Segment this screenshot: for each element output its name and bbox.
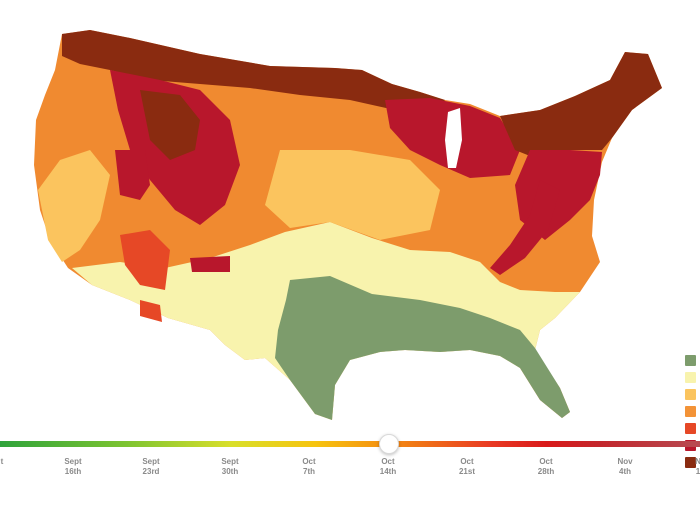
light-orange-west <box>38 150 110 262</box>
timeline-tick-label: N 1 <box>695 457 700 476</box>
legend-swatch <box>685 355 696 366</box>
legend-swatch <box>685 406 696 417</box>
legend-swatch <box>685 423 696 434</box>
legend-swatch <box>685 457 696 468</box>
timeline-tick-label: Sept 23rd <box>142 457 160 476</box>
light-orange-plains <box>265 150 440 240</box>
timeline-tick-label: Oct 14th <box>379 457 397 476</box>
timeline-tick-label: Oct 21st <box>458 457 475 476</box>
timeline-tick-label: Nov 4th <box>617 457 633 476</box>
timeline-slider-handle[interactable] <box>379 434 399 454</box>
timeline-tick-label: Oct 7th <box>302 457 316 476</box>
timeline-tick-label: t <box>0 457 4 466</box>
lake-michigan <box>445 108 462 168</box>
timeline-tick-label: Sept 16th <box>64 457 82 476</box>
timeline-tick-label: Oct 28th <box>537 457 555 476</box>
rockies-brown <box>140 90 200 160</box>
northeast-brown <box>500 52 662 160</box>
green-region <box>275 276 570 420</box>
north-brown-band <box>62 30 445 115</box>
legend-swatch <box>685 372 696 383</box>
timeline-slider-track[interactable] <box>0 441 700 447</box>
southwest-red <box>120 230 170 290</box>
legend-swatch <box>685 389 696 400</box>
great-basin-red <box>115 150 150 200</box>
timeline-tick-label: Sept 30th <box>221 457 239 476</box>
appalachian-red <box>490 180 560 275</box>
sw-red-small <box>140 300 162 322</box>
nm-red-patch <box>190 256 230 272</box>
